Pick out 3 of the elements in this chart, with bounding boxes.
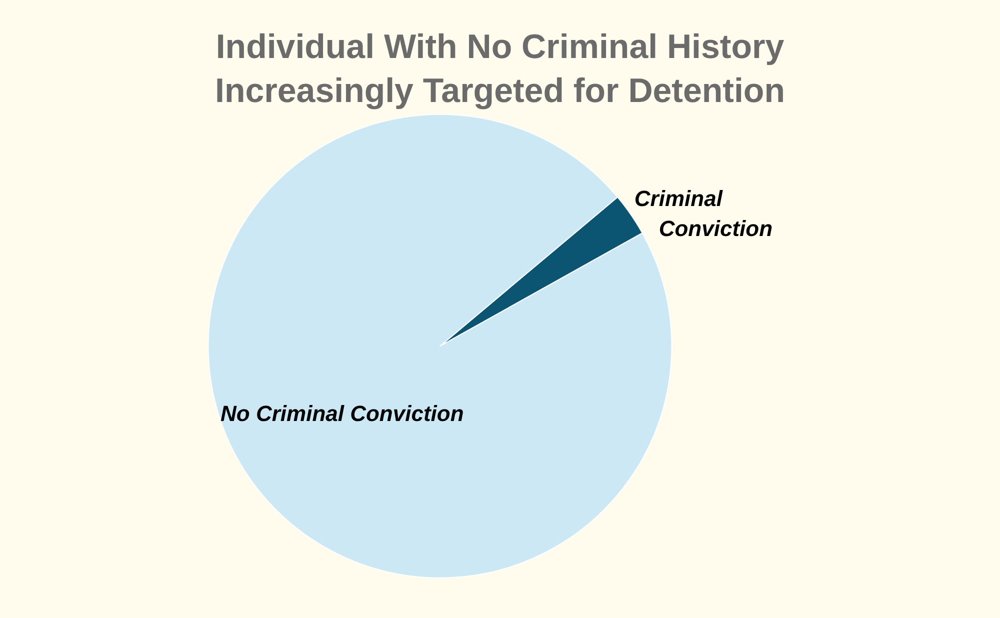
slice-label: Criminal Conviction [634,186,773,241]
slice-label: No Criminal Conviction [220,401,464,426]
chart-title: Individual With No Criminal History Increasingly Targeted for Detention [215,28,785,110]
